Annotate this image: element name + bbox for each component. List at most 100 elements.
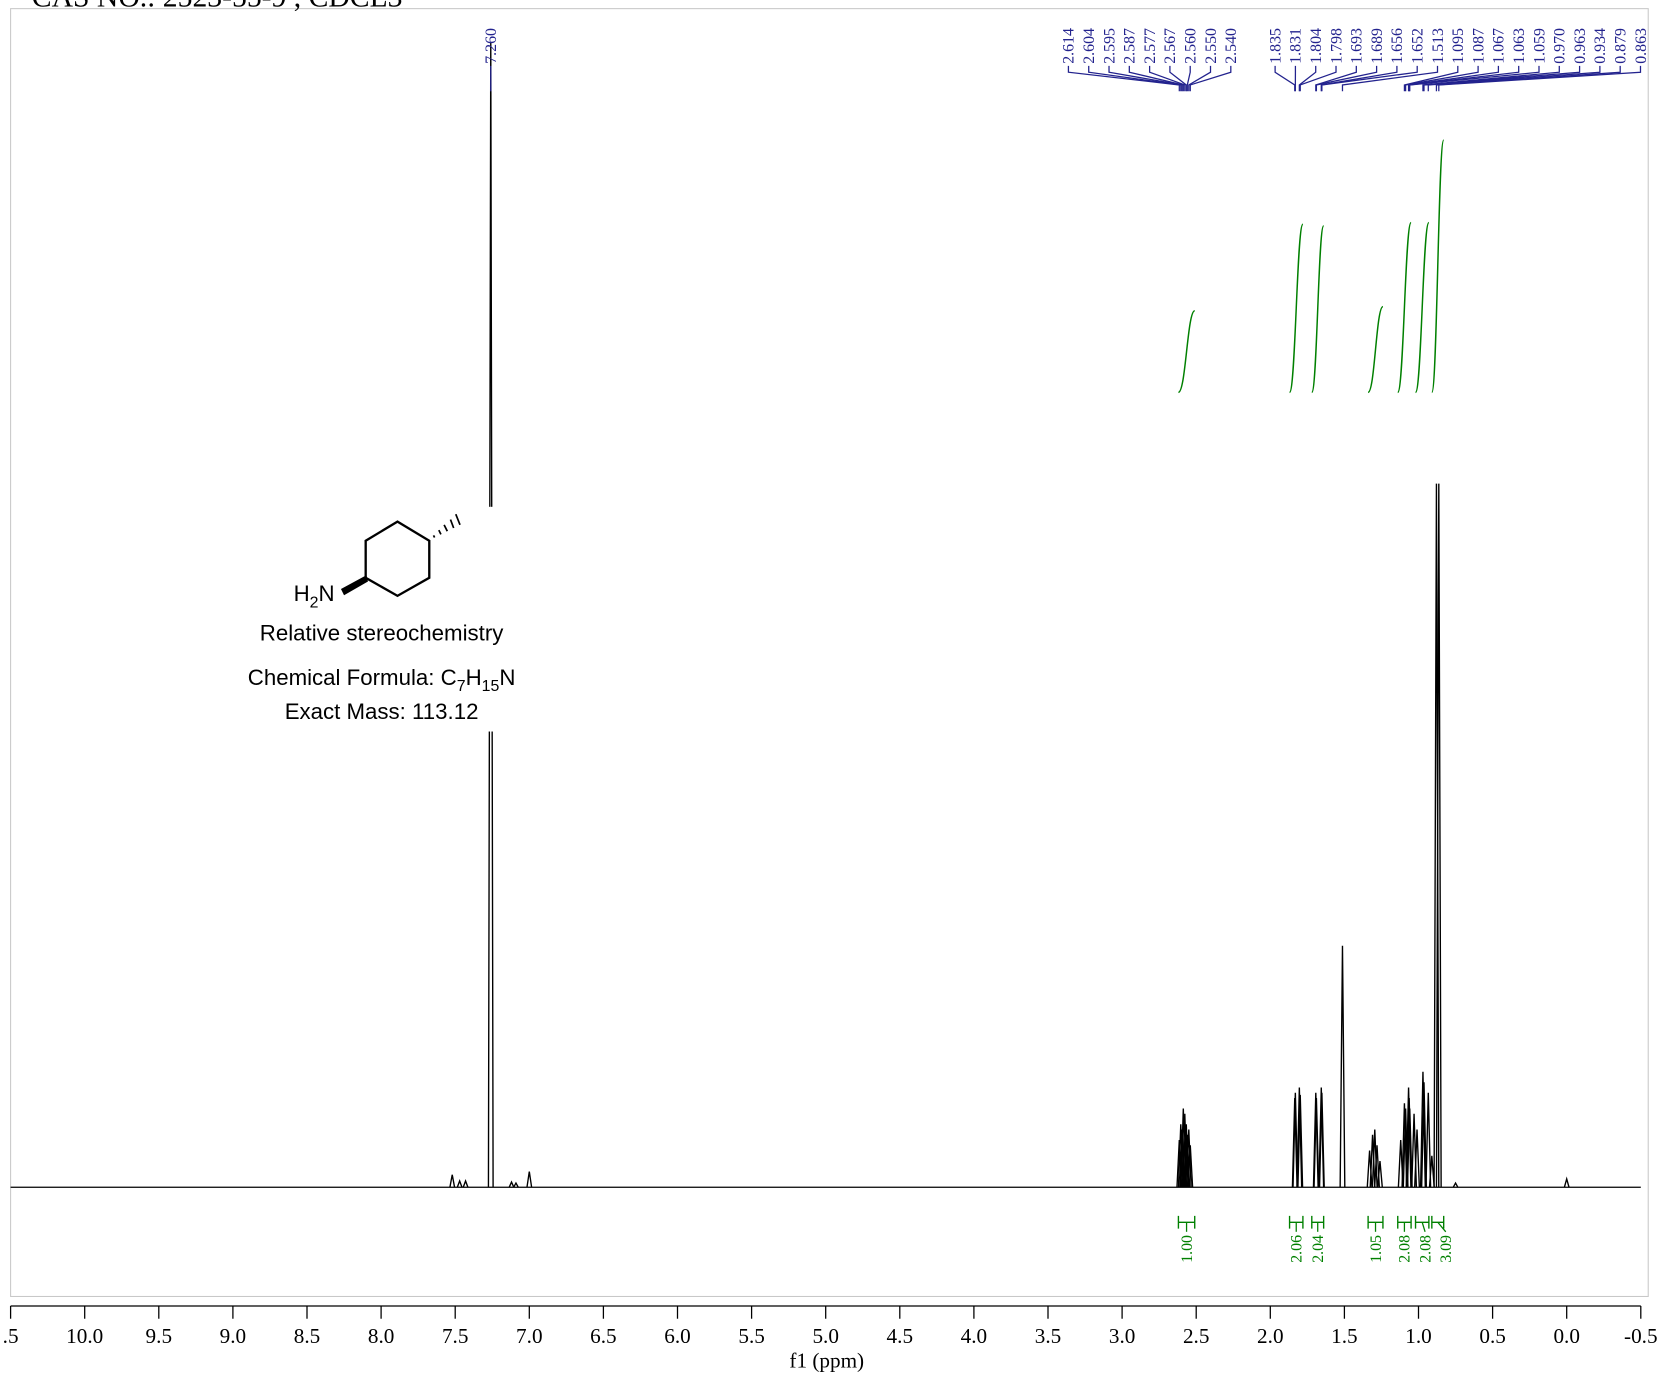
x-tick-label: 4.0 — [961, 1324, 987, 1348]
peak-label: 1.656 — [1389, 28, 1406, 64]
x-tick-label: 2.0 — [1257, 1324, 1283, 1348]
peak-label: 0.970 — [1552, 28, 1569, 64]
peak-label: 1.059 — [1531, 28, 1548, 64]
atom: N — [319, 581, 335, 606]
wedge-bond — [340, 575, 368, 596]
x-axis-label: f1 (ppm) — [789, 1348, 864, 1372]
peak-label: 0.863 — [1633, 28, 1650, 64]
peak — [1187, 1145, 1194, 1188]
peak — [508, 1180, 515, 1188]
peak — [1185, 1129, 1192, 1188]
peak-connector — [1128, 65, 1184, 92]
peak — [1406, 1108, 1413, 1188]
x-tick-label: 4.5 — [887, 1324, 913, 1348]
peak-label: 2.550 — [1203, 28, 1220, 64]
subscript: 7 — [457, 678, 466, 695]
peak — [1419, 1071, 1426, 1188]
peak-connector — [1067, 65, 1180, 92]
peak-label: 2.614 — [1061, 28, 1078, 64]
peak-connector — [1435, 65, 1621, 92]
integral-label: 1.05 — [1368, 1235, 1385, 1263]
peak-label: 0.879 — [1612, 28, 1629, 64]
plot-frame — [10, 8, 1649, 1298]
x-tick-label: 7.0 — [516, 1324, 542, 1348]
peak-connector — [1341, 65, 1439, 92]
peak — [1435, 483, 1442, 1188]
peak — [462, 1179, 469, 1188]
integral-curve — [1288, 223, 1304, 394]
peak — [1425, 1092, 1432, 1188]
x-tick-label: 8.5 — [294, 1324, 320, 1348]
peak-label: 2.560 — [1183, 28, 1200, 64]
x-tick-label: 7.5 — [442, 1324, 468, 1348]
x-tick-label: 9.0 — [220, 1324, 246, 1348]
x-tick-label: 9.5 — [146, 1324, 172, 1348]
peak-connector — [1321, 65, 1418, 92]
formula-part: Chemical Formula: C — [248, 665, 457, 690]
x-tick-label: -0.5 — [1624, 1324, 1658, 1348]
peak-connector — [1088, 65, 1182, 92]
peak-connector — [1274, 65, 1296, 92]
peak — [1452, 1181, 1459, 1188]
formula-part: H — [466, 665, 482, 690]
peak-connector — [1422, 65, 1560, 92]
peak-connector — [1403, 65, 1459, 92]
peak-label: 2.595 — [1101, 28, 1118, 64]
chart-title: CAS NO.: 2523-55-9 , CDCL3 — [32, 0, 403, 14]
peak-connector — [1108, 65, 1183, 92]
peak-label: 2.577 — [1142, 28, 1159, 64]
integral-label: 2.06 — [1289, 1235, 1306, 1263]
x-tick-label: 8.0 — [368, 1324, 394, 1348]
peak-label: 0.963 — [1572, 28, 1589, 64]
peak — [526, 1171, 533, 1188]
x-tick-label: .5 — [3, 1324, 19, 1348]
peak — [1413, 1129, 1421, 1188]
x-tick-label: 3.0 — [1109, 1324, 1135, 1348]
integral-connector — [1421, 1222, 1426, 1232]
peak-connector — [1315, 65, 1378, 92]
peak — [487, 42, 494, 1188]
x-tick-label: 1.5 — [1331, 1324, 1357, 1348]
exact-mass: Exact Mass: 113.12 — [285, 699, 479, 724]
peak-connector — [1404, 65, 1479, 92]
peak — [1563, 1176, 1570, 1188]
x-tick-label: 6.5 — [590, 1324, 616, 1348]
atom: H — [294, 581, 310, 606]
integral-label: 2.08 — [1397, 1235, 1414, 1263]
peak-label: 1.652 — [1410, 28, 1427, 64]
peak — [1313, 1097, 1320, 1188]
x-tick-label: 5.0 — [812, 1324, 838, 1348]
x-tick-label: 2.5 — [1183, 1324, 1209, 1348]
integral-curve — [1177, 309, 1196, 394]
peak — [513, 1181, 519, 1188]
peak — [449, 1174, 456, 1188]
peak-label: 2.567 — [1162, 28, 1179, 64]
peak-label: 2.540 — [1223, 28, 1240, 64]
x-tick-label: 5.5 — [738, 1324, 764, 1348]
peak-connector — [1148, 65, 1186, 92]
x-tick-label: 0.5 — [1479, 1324, 1505, 1348]
x-tick-label: 6.0 — [664, 1324, 690, 1348]
integral-curve — [1397, 221, 1412, 394]
formula: Chemical Formula: C7H15N — [248, 665, 516, 695]
peak-label: 1.063 — [1511, 28, 1528, 64]
peak — [1369, 1134, 1376, 1188]
peak-connector — [1189, 65, 1232, 92]
peak — [1292, 1092, 1299, 1188]
peak — [1401, 1103, 1408, 1188]
peak-connector — [1438, 65, 1642, 92]
peak-connector — [1298, 65, 1317, 92]
integral-curve — [1414, 221, 1430, 394]
peak-label: 1.831 — [1288, 28, 1305, 64]
peak-label: 0.934 — [1592, 28, 1609, 64]
peak — [1296, 1087, 1303, 1188]
peak-label: 1.087 — [1470, 28, 1487, 64]
peak — [456, 1179, 463, 1188]
peak-label: 2.604 — [1081, 28, 1098, 64]
formula-part: N — [499, 665, 515, 690]
peak-label: 1.095 — [1450, 28, 1467, 64]
peak — [1428, 1155, 1435, 1188]
peak — [1376, 1160, 1383, 1188]
peak — [1339, 945, 1346, 1188]
